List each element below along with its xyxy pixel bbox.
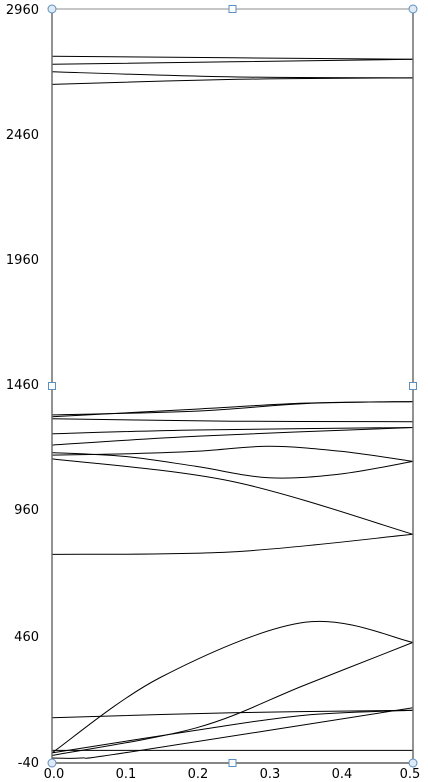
- series-line: [51, 620, 414, 754]
- edge-resize-handle[interactable]: [228, 5, 237, 13]
- edge-resize-handle[interactable]: [228, 759, 237, 767]
- series-line: [51, 427, 414, 435]
- series-line: [51, 533, 414, 555]
- edge-resize-handle[interactable]: [48, 382, 56, 390]
- series-line: [51, 77, 414, 85]
- y-tick-label: 2460: [6, 128, 39, 143]
- corner-resize-handle[interactable]: [47, 4, 57, 14]
- series-line: [51, 401, 414, 416]
- x-tick-labels: 0.0 0.1 0.2 0.3 0.4 0.5: [44, 767, 421, 782]
- selection-frame: [51, 8, 414, 764]
- x-tick-label: 0.2: [188, 767, 209, 782]
- plot-area[interactable]: [47, 4, 418, 768]
- series-line: [51, 641, 414, 756]
- edge-resize-handle[interactable]: [409, 382, 417, 390]
- series-line: [51, 709, 414, 719]
- series-line: [51, 401, 414, 418]
- y-tick-labels: 2960 2460 1960 1460 960 460 -40: [6, 3, 39, 771]
- series-line: [51, 452, 414, 479]
- series-line: [51, 707, 414, 759]
- series-line: [51, 445, 414, 462]
- series-line: [51, 427, 414, 446]
- y-tick-label: 1960: [6, 253, 39, 268]
- y-tick-label: 1460: [6, 378, 39, 393]
- x-tick-label: 0.4: [332, 767, 353, 782]
- series-line: [51, 709, 414, 754]
- series-line: [51, 55, 414, 60]
- series-line: [51, 418, 414, 423]
- y-tick-label: -40: [18, 756, 39, 771]
- y-tick-label: 460: [14, 630, 39, 645]
- series-line: [51, 58, 414, 65]
- series-line: [51, 71, 414, 79]
- corner-resize-handle[interactable]: [408, 758, 418, 768]
- x-tick-label: 0.0: [44, 767, 65, 782]
- x-tick-label: 0.5: [400, 767, 421, 782]
- corner-resize-handle[interactable]: [408, 4, 418, 14]
- series-line: [51, 458, 414, 535]
- corner-resize-handle[interactable]: [47, 758, 57, 768]
- x-tick-label: 0.3: [260, 767, 281, 782]
- y-tick-label: 2960: [6, 3, 39, 18]
- x-tick-label: 0.1: [116, 767, 137, 782]
- y-tick-label: 960: [14, 503, 39, 518]
